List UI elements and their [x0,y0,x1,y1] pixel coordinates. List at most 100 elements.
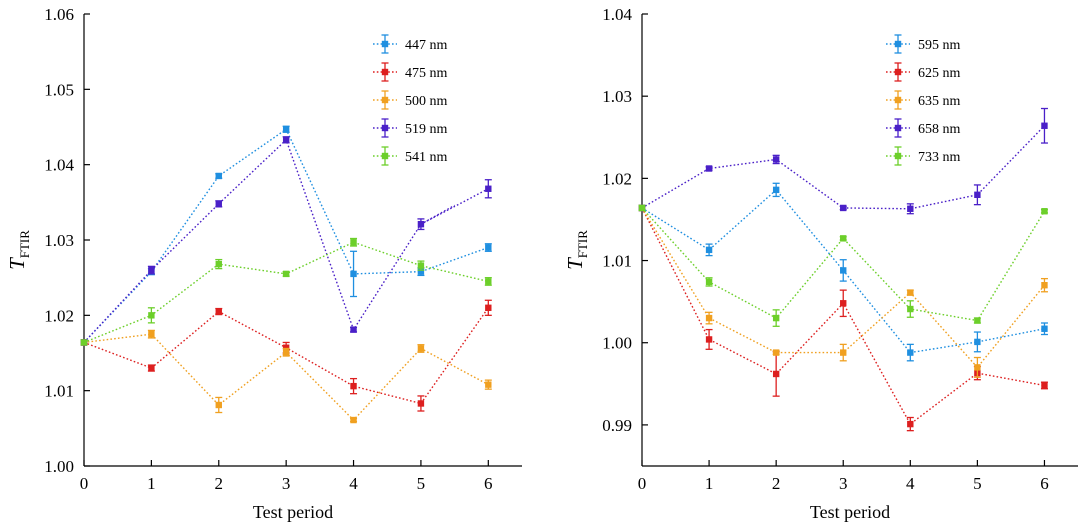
legend-label: 541 nm [405,150,448,165]
data-point [417,268,425,275]
x-tick-label: 3 [282,474,291,493]
x-tick-label: 0 [638,474,647,493]
data-point [148,266,155,274]
legend-entry: 635 nm [886,90,961,110]
legend-entry: 733 nm [886,146,961,166]
data-point [705,165,713,172]
data-point [215,260,222,268]
y-tick-label: 1.03 [602,87,632,106]
data-point [350,382,357,390]
data-point [215,308,222,315]
legend-marker [381,96,389,104]
data-point [1041,282,1048,289]
data-point [1041,208,1048,215]
y-axis-title: TFTIR [563,230,590,270]
data-point [350,239,357,246]
data-point [974,317,981,324]
legend-label: 595 nm [918,38,961,53]
data-point [907,205,914,212]
x-tick-label: 4 [349,474,358,493]
data-point [282,126,290,133]
data-point [638,204,646,212]
x-tick-label: 0 [80,474,89,493]
data-point [772,349,780,356]
legend-marker [894,96,902,104]
legend-label: 447 nm [405,38,448,53]
data-point [417,400,425,407]
x-tick-label: 1 [705,474,714,493]
data-point [840,204,847,212]
data-point [907,305,914,313]
data-point [907,349,914,356]
data-point [840,349,847,356]
legend-label: 635 nm [918,94,961,109]
series-519-nm [80,136,492,346]
legend-marker [381,68,389,76]
data-point [840,267,847,274]
data-point [1041,382,1048,389]
data-point [485,185,492,192]
data-point [907,420,914,428]
data-point [350,416,357,424]
y-tick-label: 1.01 [44,382,74,401]
x-tick-label: 6 [1040,474,1049,493]
legend-marker [381,40,389,48]
x-tick-label: 2 [772,474,781,493]
y-tick-label: 1.04 [602,5,632,24]
data-point [80,339,88,346]
data-point [215,200,222,208]
x-axis-title: Test period [810,502,890,522]
legend-label: 658 nm [918,122,961,137]
data-point [840,235,847,242]
data-point [282,349,290,356]
series-541-nm [80,237,492,346]
data-point [148,330,155,338]
legend-label: 625 nm [918,66,961,81]
series-733-nm [638,204,1048,327]
data-point [907,289,914,296]
data-point [485,244,492,251]
series-line [83,241,489,344]
data-point [282,136,290,144]
data-point [974,338,981,346]
legend-entry: 658 nm [886,118,961,138]
data-point [1041,122,1048,129]
legend-entry: 475 nm [373,62,448,82]
x-axis-title: Test period [253,502,333,522]
data-point [840,300,847,307]
y-axis-title-subscript: FTIR [575,230,590,259]
data-point [148,364,155,372]
legend-entry: 447 nm [373,34,448,54]
y-tick-label: 1.00 [44,457,74,476]
data-point [772,314,780,322]
data-point [417,345,425,352]
data-point [705,278,713,286]
legend-entry: 500 nm [373,90,448,110]
x-tick-label: 3 [839,474,848,493]
data-point [215,401,222,409]
legend-label: 733 nm [918,150,961,165]
data-point [1041,325,1048,332]
data-point [705,246,713,254]
y-tick-label: 1.01 [602,252,632,271]
y-tick-label: 1.04 [44,156,74,175]
data-point [485,304,492,311]
legend-marker [894,68,902,76]
x-tick-label: 2 [215,474,224,493]
data-point [148,312,155,319]
data-point [417,220,425,228]
legend-marker [381,152,389,160]
data-point [705,314,713,322]
legend-marker [381,124,389,132]
data-point [282,270,290,278]
legend-entry: 625 nm [886,62,961,82]
data-point [350,270,357,278]
legend-label: 500 nm [405,94,448,109]
x-tick-label: 5 [973,474,982,493]
chart-panel-1: 1.00 1.01 1.02 1.03 1.04 1.05 1.06 0 1 2 3 4 5 6 Test … [5,5,522,522]
y-axis-title: TFTIR [5,230,32,270]
data-point [772,370,780,378]
data-point [974,364,981,371]
